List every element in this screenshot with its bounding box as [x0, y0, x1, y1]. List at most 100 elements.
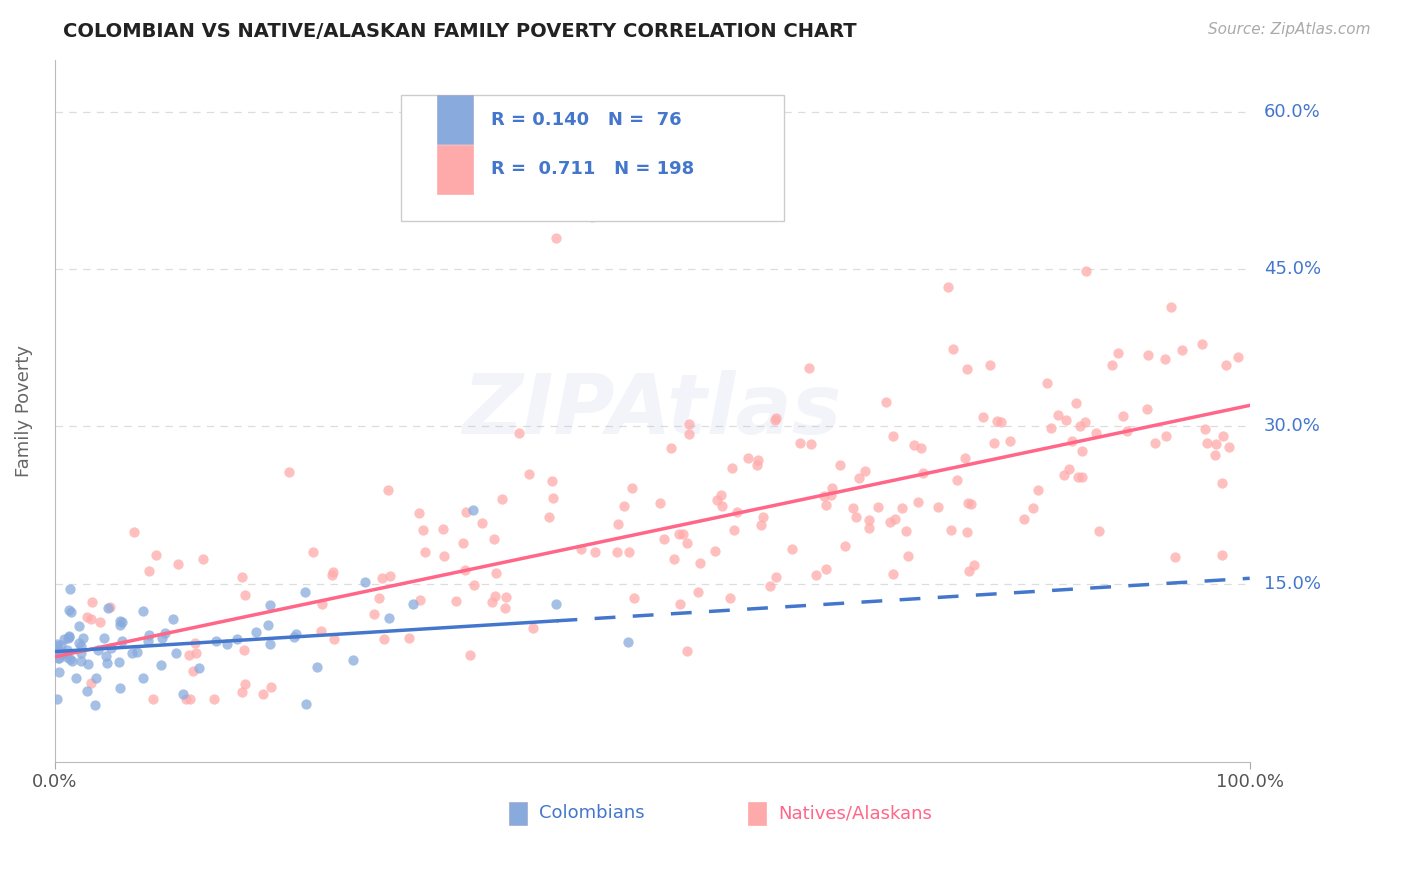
- Point: [1064, 395, 1087, 409]
- Point: [494, 601, 516, 615]
- Point: [1060, 434, 1083, 448]
- Point: [537, 509, 560, 524]
- Point: [110, 615, 132, 630]
- Point: [111, 634, 134, 648]
- Point: [752, 510, 775, 524]
- Point: [58, 630, 80, 644]
- Point: [70, 646, 93, 660]
- Point: [972, 410, 994, 425]
- Point: [765, 413, 787, 427]
- Text: Source: ZipAtlas.com: Source: ZipAtlas.com: [1208, 22, 1371, 37]
- FancyBboxPatch shape: [437, 95, 472, 145]
- Point: [177, 648, 200, 662]
- Point: [354, 575, 377, 590]
- Point: [959, 497, 981, 511]
- Point: [285, 626, 308, 640]
- Point: [789, 436, 811, 450]
- Point: [138, 564, 160, 578]
- Point: [718, 591, 741, 605]
- Point: [491, 491, 513, 506]
- Point: [686, 584, 709, 599]
- Point: [259, 598, 281, 612]
- Point: [508, 425, 530, 440]
- Point: [80, 594, 103, 608]
- Point: [882, 429, 904, 443]
- Point: [191, 551, 214, 566]
- Point: [260, 681, 283, 695]
- Point: [108, 655, 131, 669]
- Point: [848, 471, 870, 485]
- Point: [132, 604, 155, 618]
- Point: [939, 524, 962, 538]
- Point: [52, 632, 75, 647]
- Point: [1022, 500, 1045, 515]
- Point: [953, 451, 976, 466]
- Point: [231, 685, 253, 699]
- Point: [858, 521, 880, 535]
- Point: [294, 697, 316, 711]
- Point: [1171, 343, 1194, 357]
- Point: [495, 590, 517, 604]
- Point: [956, 362, 979, 376]
- Point: [1195, 436, 1218, 450]
- Point: [1046, 408, 1069, 422]
- Point: [540, 474, 562, 488]
- Point: [891, 500, 914, 515]
- Point: [46, 650, 69, 665]
- Point: [179, 691, 201, 706]
- Point: [108, 614, 131, 628]
- Point: [672, 526, 695, 541]
- Point: [983, 435, 1005, 450]
- Point: [484, 589, 506, 603]
- Point: [546, 598, 568, 612]
- Point: [76, 683, 98, 698]
- Point: [245, 624, 267, 639]
- Point: [110, 617, 132, 632]
- Point: [659, 441, 682, 455]
- Point: [882, 566, 904, 581]
- Point: [1054, 413, 1077, 427]
- Point: [1163, 549, 1185, 564]
- Point: [676, 536, 699, 550]
- Point: [398, 631, 420, 645]
- FancyBboxPatch shape: [748, 802, 766, 825]
- Point: [48, 665, 70, 679]
- Point: [259, 637, 281, 651]
- Point: [322, 632, 344, 646]
- Point: [145, 549, 167, 563]
- Point: [1112, 409, 1135, 424]
- Point: [879, 515, 901, 529]
- FancyBboxPatch shape: [509, 802, 527, 825]
- Point: [226, 632, 249, 646]
- Point: [463, 578, 485, 592]
- Point: [704, 544, 727, 558]
- Point: [1116, 424, 1139, 438]
- Point: [408, 506, 430, 520]
- Point: [720, 461, 742, 475]
- Point: [55, 643, 77, 657]
- Point: [652, 533, 675, 547]
- Point: [747, 453, 769, 467]
- Point: [58, 631, 80, 645]
- Point: [676, 644, 699, 658]
- Point: [723, 523, 745, 537]
- Point: [517, 467, 540, 481]
- Point: [202, 691, 225, 706]
- Point: [215, 637, 238, 651]
- Point: [46, 639, 69, 653]
- Point: [1026, 483, 1049, 497]
- Point: [153, 626, 176, 640]
- Point: [402, 598, 425, 612]
- Point: [454, 505, 477, 519]
- Point: [1205, 437, 1227, 451]
- Point: [927, 500, 949, 514]
- Point: [471, 516, 494, 530]
- Point: [187, 660, 209, 674]
- Point: [278, 465, 301, 479]
- Point: [834, 539, 856, 553]
- Point: [1107, 346, 1129, 360]
- Point: [409, 593, 432, 607]
- Point: [780, 541, 803, 556]
- Point: [184, 646, 207, 660]
- Text: R = 0.140   N =  76: R = 0.140 N = 76: [491, 111, 682, 128]
